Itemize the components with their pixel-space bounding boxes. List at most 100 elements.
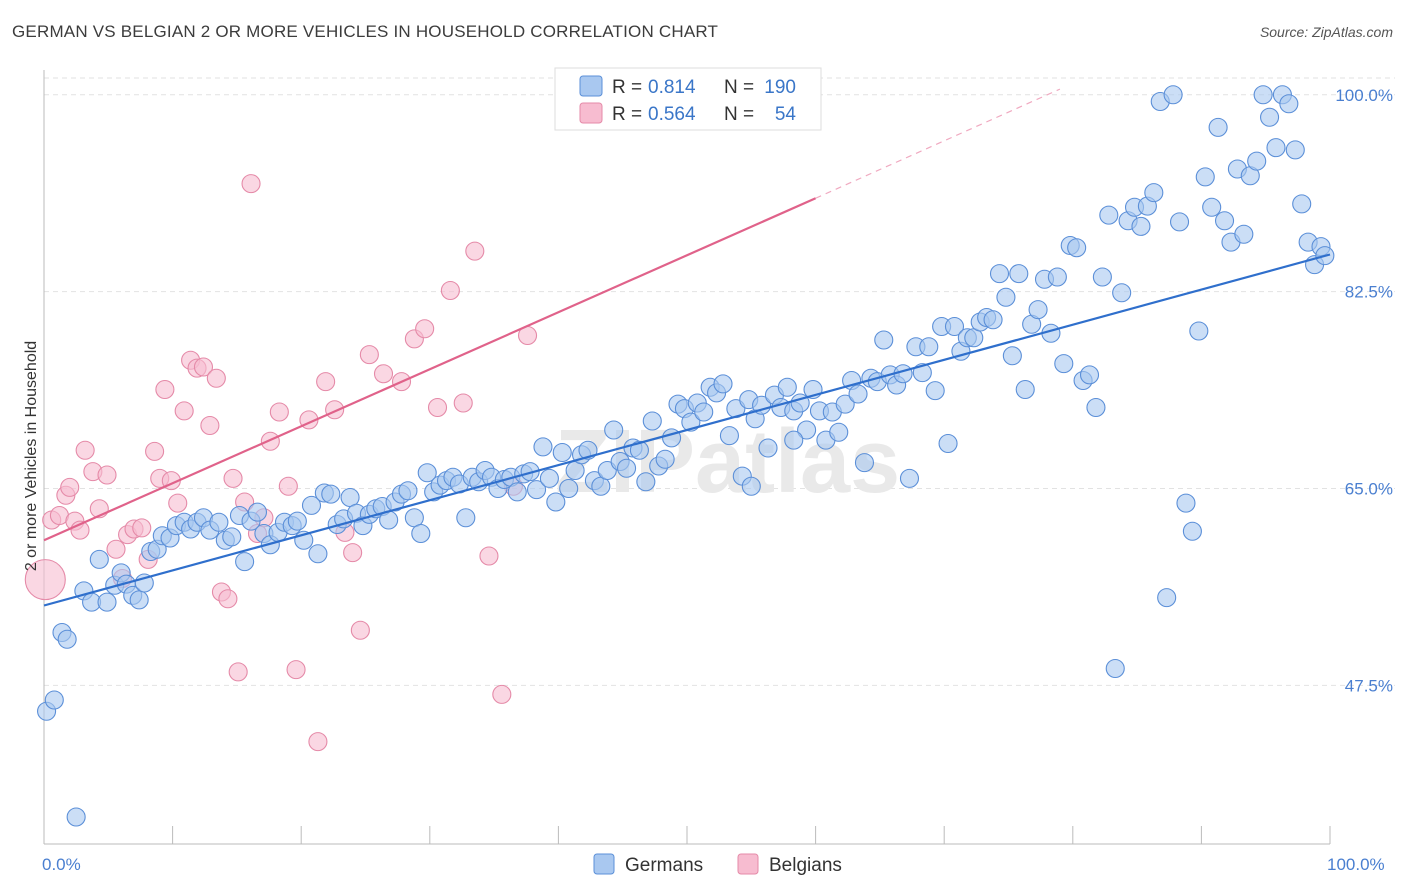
belgian-legend-swatch — [579, 102, 603, 124]
belgian-n-label: N = — [724, 104, 754, 125]
german-point — [308, 544, 328, 564]
german-point — [287, 511, 307, 531]
german-point — [944, 316, 965, 337]
german-point — [1144, 183, 1164, 203]
german-point — [1015, 379, 1035, 400]
belgian-point — [453, 393, 473, 413]
german-point — [1157, 588, 1177, 608]
german-point — [222, 527, 242, 547]
german-point — [1195, 167, 1215, 187]
german-point — [398, 481, 418, 501]
belgian-point — [145, 441, 165, 461]
german-point — [520, 462, 540, 482]
german-point — [713, 374, 733, 394]
german-point — [874, 330, 894, 350]
german-point — [1208, 117, 1228, 137]
german-point — [1176, 493, 1196, 513]
belgian-point — [427, 397, 448, 418]
y-tick-label-2: 82.5% — [1345, 283, 1393, 302]
belgian-point — [343, 543, 363, 563]
german-point — [301, 495, 322, 515]
belgian-point — [308, 732, 328, 752]
belgian-point — [24, 559, 66, 601]
x-axis-ticks — [43, 826, 1331, 844]
belgian-point — [316, 372, 336, 392]
german-point — [321, 484, 341, 504]
german-point — [1047, 267, 1067, 287]
german-n-value: 190 — [764, 77, 796, 98]
german-point — [835, 394, 855, 414]
german-point — [1002, 346, 1022, 366]
belgian-point — [155, 379, 175, 400]
german-point — [797, 420, 817, 440]
source-label: Source: ZipAtlas.com — [1259, 24, 1393, 40]
german-point — [719, 426, 739, 446]
german-point — [546, 492, 566, 512]
german-point — [44, 690, 64, 710]
german-point — [57, 629, 77, 649]
belgian-point — [218, 589, 238, 609]
belgian-n-value: 54 — [775, 104, 797, 125]
belgian-point — [492, 684, 512, 704]
german-point — [1028, 300, 1048, 320]
belgians-legend-swatch — [737, 853, 759, 875]
x-tick-label-min: 0.0% — [42, 855, 81, 874]
belgian-point — [223, 468, 243, 488]
german-point — [655, 449, 675, 469]
belgian-trend-line — [43, 197, 817, 542]
german-point — [899, 468, 920, 488]
belgian-point — [75, 440, 95, 460]
german-point — [1105, 658, 1125, 679]
belgians-legend-label: Belgians — [769, 855, 842, 876]
german-series — [37, 85, 1335, 827]
belgian-point — [97, 465, 117, 485]
belgian-point — [228, 662, 248, 682]
german-point — [417, 463, 437, 483]
belgian-point — [359, 345, 379, 365]
belgian-point — [193, 357, 214, 377]
belgian-point — [174, 401, 194, 421]
german-point — [456, 508, 476, 528]
german-point — [925, 381, 945, 401]
stats-legend: R = 0.814 N = 190 R = 0.564 N = 54 — [554, 67, 822, 131]
german-point — [507, 482, 527, 502]
german-point — [1092, 267, 1112, 287]
belgian-point — [106, 539, 126, 559]
series-legend: Germans Belgians — [593, 853, 842, 876]
belgian-trend-extension — [815, 88, 1061, 199]
german-point — [938, 433, 958, 454]
german-point — [854, 453, 875, 473]
german-r-label: R = — [612, 77, 642, 98]
german-point — [758, 438, 778, 458]
german-point — [1067, 238, 1087, 258]
german-point — [89, 549, 109, 569]
german-point — [636, 472, 656, 492]
german-point — [247, 502, 268, 522]
german-point — [983, 310, 1003, 330]
y-axis-labels: 47.5% 65.0% 82.5% 100.0% — [1335, 86, 1393, 696]
belgian-point — [241, 174, 261, 194]
german-point — [1169, 212, 1190, 232]
german-trend-line — [43, 253, 1331, 607]
german-point — [1009, 264, 1029, 284]
german-n-label: N = — [724, 77, 754, 98]
german-point — [1214, 211, 1235, 231]
german-point — [996, 287, 1016, 307]
german-point — [1054, 354, 1074, 374]
german-point — [694, 402, 714, 422]
german-point — [1292, 194, 1312, 214]
german-point — [1279, 94, 1299, 114]
german-point — [97, 592, 117, 612]
german-point — [129, 590, 149, 610]
belgian-point — [415, 319, 435, 339]
german-point — [1285, 140, 1305, 160]
german-point — [777, 377, 797, 397]
german-point — [1260, 107, 1280, 127]
german-point — [552, 442, 572, 463]
german-point — [1131, 216, 1151, 236]
y-tick-label-1: 65.0% — [1345, 480, 1393, 499]
german-point — [235, 552, 255, 572]
german-point — [1086, 397, 1106, 418]
german-point — [1079, 365, 1100, 385]
